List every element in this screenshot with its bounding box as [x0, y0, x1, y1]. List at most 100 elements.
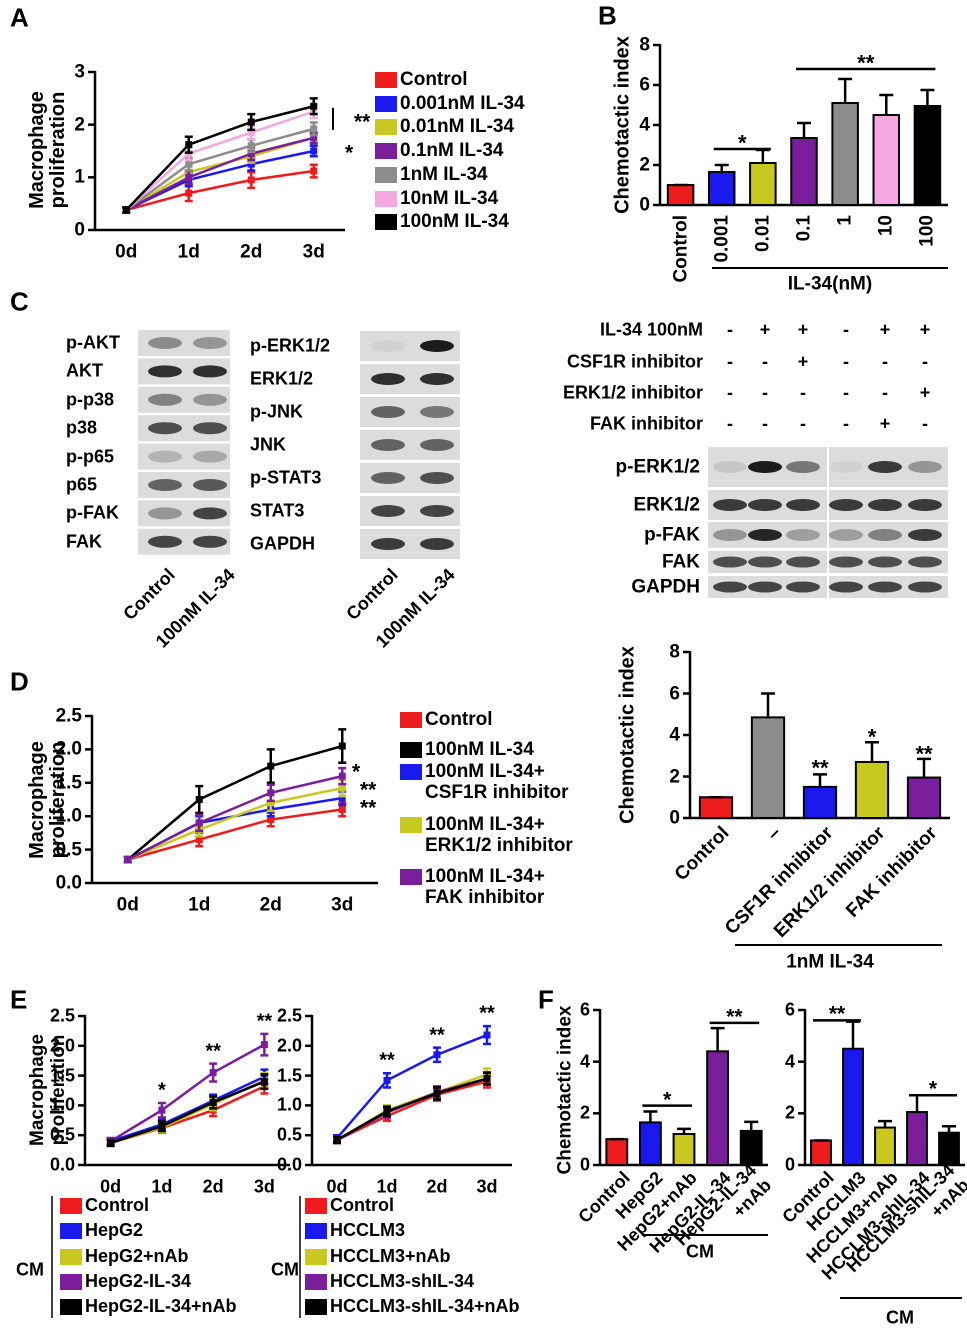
blot-strip	[138, 386, 230, 413]
point	[209, 1069, 217, 1077]
y-tick-label: 0	[74, 219, 85, 241]
series-line	[110, 1075, 265, 1143]
point	[338, 784, 346, 792]
error-bar	[920, 88, 935, 106]
y-tick-label: 4	[639, 114, 650, 136]
legend-label: 100nM IL-34+ CSF1R inhibitor	[425, 761, 569, 803]
blot-label: ERK1/2	[633, 494, 700, 516]
bar	[605, 1138, 629, 1166]
treatment-sign: -	[922, 351, 928, 372]
band	[868, 499, 902, 511]
y-tick-label: 2.0	[55, 738, 82, 760]
legend-swatch	[305, 1249, 327, 1265]
series-line	[110, 1080, 265, 1145]
band	[868, 556, 902, 568]
blot-label: p-FAK	[66, 502, 119, 523]
point	[158, 1106, 166, 1114]
error-bar	[797, 121, 811, 138]
point	[185, 141, 193, 149]
point	[310, 125, 318, 133]
treatment-sign: -	[762, 413, 768, 434]
band	[908, 581, 942, 593]
error-bar	[710, 1026, 725, 1052]
legend-label: HCCLM3+nAb	[330, 1246, 451, 1266]
y-tick-label: 0.0	[276, 1154, 302, 1175]
group-label: CM	[686, 1241, 714, 1262]
bar	[913, 105, 942, 206]
point	[195, 836, 203, 844]
significance: **	[354, 110, 371, 134]
x-tick-label: 3d	[476, 1176, 498, 1197]
y-tick-label: 0	[669, 807, 680, 829]
band	[193, 365, 227, 378]
error-bar	[846, 1020, 860, 1049]
bar	[842, 1047, 864, 1166]
legend-swatch	[60, 1249, 82, 1265]
y-axis-label: Chemotactic index	[554, 1005, 576, 1175]
legend-swatch	[400, 817, 422, 833]
band	[148, 422, 182, 435]
series-line	[336, 1033, 488, 1139]
point	[209, 1098, 217, 1106]
treatment-sign: -	[800, 413, 806, 434]
band	[713, 581, 747, 593]
band	[868, 461, 902, 473]
series-line	[127, 786, 343, 861]
y-tick-label: 2.5	[55, 705, 82, 727]
significance: **	[811, 755, 829, 781]
series-line	[336, 1077, 488, 1142]
point	[158, 1122, 166, 1130]
bar	[638, 1121, 662, 1166]
band	[148, 393, 182, 406]
blot-strip	[138, 330, 230, 356]
y-axis-label: Macrophage proliferation	[26, 91, 69, 209]
band	[420, 340, 454, 352]
error-bar	[879, 93, 894, 115]
legend-label: 0.001nM IL-34	[400, 93, 525, 114]
treatment-label: IL-34 100nM	[599, 319, 703, 340]
y-tick-label: 0	[579, 1154, 590, 1175]
legend-label: 100nM IL-34	[425, 739, 534, 760]
y-tick-label: 1	[74, 166, 85, 188]
legend-label: Control	[425, 709, 493, 730]
legend-swatch	[305, 1198, 327, 1214]
band	[786, 581, 820, 593]
blot-label: GAPDH	[631, 576, 700, 598]
panel-letter: B	[598, 0, 617, 31]
x-tick-label: 0.1	[793, 215, 815, 242]
y-tick-label: 8	[639, 34, 650, 56]
legend-label: 10nM IL-34	[400, 188, 499, 209]
band	[193, 535, 227, 548]
series-line	[126, 744, 343, 861]
significance: **	[857, 50, 875, 76]
x-tick-label: 3d	[253, 1176, 275, 1197]
legend-swatch	[60, 1274, 82, 1290]
point	[338, 772, 346, 780]
legend-swatch	[60, 1198, 82, 1214]
treatment-sign: -	[762, 351, 768, 372]
bar	[706, 1050, 730, 1167]
x-tick-label: 0d	[115, 241, 138, 263]
band	[371, 340, 405, 352]
y-axis-label: Macrophage proliferation	[26, 741, 69, 859]
y-tick-label: 2	[669, 766, 680, 787]
panel-letter: C	[10, 286, 29, 317]
point	[310, 102, 318, 110]
significance: *	[352, 760, 361, 784]
point	[333, 1136, 341, 1144]
point	[267, 762, 275, 770]
point	[122, 206, 130, 214]
y-tick-label: 1.5	[55, 772, 82, 794]
x-tick-label: 10	[875, 215, 897, 237]
significance: **	[205, 1040, 221, 1063]
legend-swatch	[400, 764, 422, 780]
treatment-sign: -	[727, 351, 733, 372]
blot-label: p-STAT3	[250, 467, 322, 488]
series-line	[125, 127, 315, 211]
legend-label: 1nM IL-34	[400, 164, 488, 185]
point	[247, 142, 255, 150]
band	[713, 529, 747, 541]
series-line	[125, 105, 315, 211]
legend-swatch	[375, 143, 397, 159]
